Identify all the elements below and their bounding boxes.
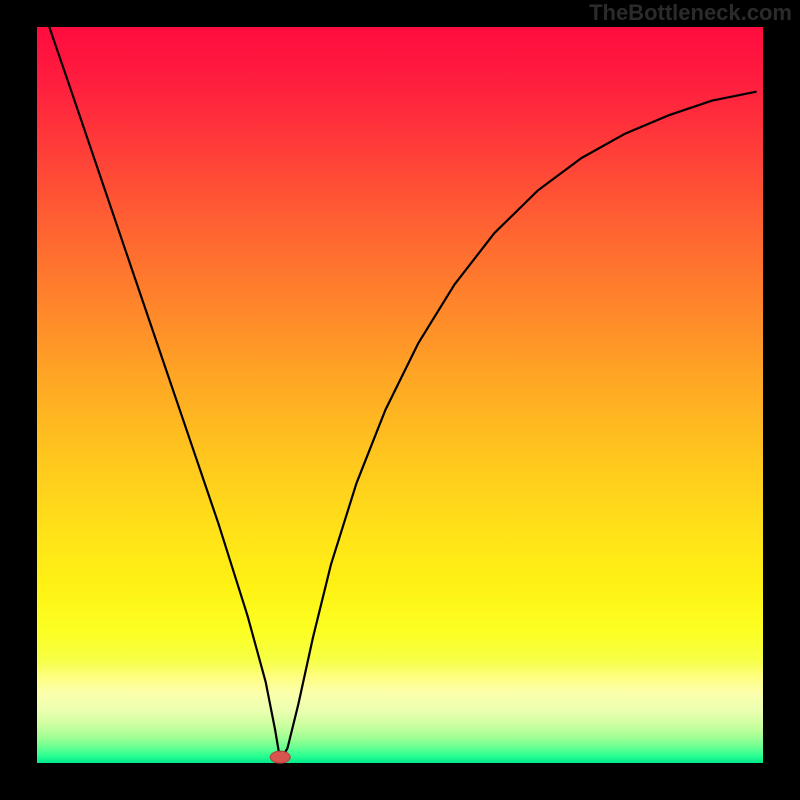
chart-background [37,27,763,763]
chart-canvas [0,0,800,800]
chart-stage: TheBottleneck.com [0,0,800,800]
bottleneck-marker [270,751,290,763]
attribution-text: TheBottleneck.com [589,0,792,26]
